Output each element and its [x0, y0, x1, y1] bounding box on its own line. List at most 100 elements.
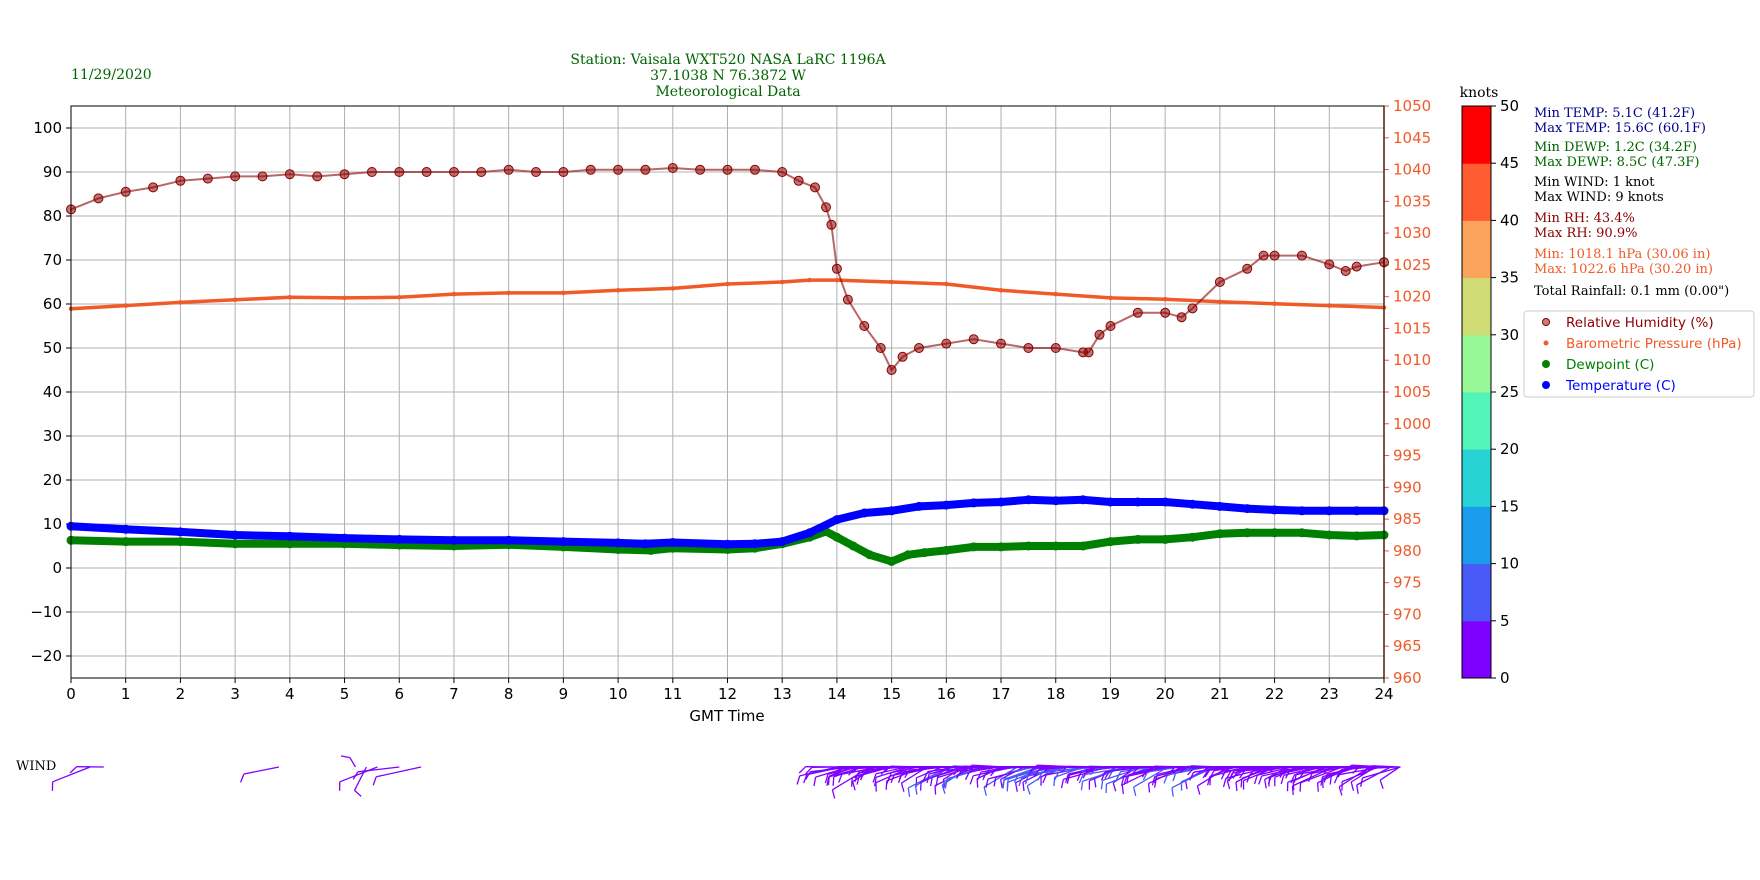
- data-point: [1351, 261, 1362, 272]
- data-point: [503, 164, 514, 175]
- data-point: [339, 169, 350, 180]
- data-point: [640, 164, 651, 175]
- wind-barb-flag: [1196, 785, 1201, 795]
- wind-barb-flag: [848, 768, 855, 776]
- wind-barb-flag: [854, 770, 861, 779]
- data-point: [1272, 301, 1277, 307]
- data-point: [148, 182, 159, 193]
- stat-line: Min RH: 43.4%: [1534, 211, 1635, 226]
- wind-barb-flag: [885, 775, 891, 785]
- wind-barb-flag: [880, 767, 888, 775]
- wind-barb-flag: [354, 789, 362, 797]
- y-right-tick-label: 1005: [1393, 383, 1431, 401]
- data-point: [1188, 532, 1197, 542]
- data-point: [1078, 495, 1088, 505]
- data-point: [504, 535, 514, 545]
- colorbar-tick-label: 35: [1500, 269, 1519, 287]
- data-point: [941, 545, 951, 555]
- data-point: [887, 556, 897, 566]
- x-tick-label: 17: [991, 685, 1010, 703]
- wind-barb-flag: [813, 776, 817, 787]
- data-point: [1324, 506, 1334, 516]
- wind-barb-flag: [907, 787, 911, 797]
- wind-barb-flag: [850, 777, 853, 787]
- y-left-tick-label: 100: [33, 119, 62, 137]
- data-point: [722, 164, 733, 175]
- wind-barb-flag: [1024, 775, 1029, 785]
- data-point: [531, 167, 541, 177]
- data-point: [312, 171, 323, 182]
- data-point: [613, 164, 624, 175]
- wind-barb-flag: [1232, 770, 1239, 779]
- y-right-tick-label: 1035: [1393, 192, 1431, 210]
- data-point: [120, 186, 131, 197]
- wind-barb: [1157, 766, 1190, 776]
- data-point: [848, 541, 858, 551]
- y-right-tick-label: 1050: [1393, 97, 1431, 115]
- wind-barb: [52, 766, 91, 783]
- data-point: [640, 539, 650, 549]
- stat-line: Min WIND: 1 knot: [1534, 175, 1655, 190]
- data-point: [421, 167, 432, 177]
- legend-marker: [1542, 381, 1550, 389]
- colorbar-segment: [1462, 163, 1491, 221]
- y-right-tick-label: 1030: [1393, 224, 1431, 242]
- data-point: [807, 277, 812, 283]
- data-point: [1160, 497, 1170, 507]
- wind-barb-flag: [914, 785, 918, 795]
- wind-barb-flag: [929, 777, 933, 787]
- stats-panel: Min TEMP: 5.1C (41.2F)Max TEMP: 15.6C (6…: [1534, 106, 1729, 299]
- data-point: [968, 334, 979, 345]
- data-point: [506, 290, 512, 296]
- data-point: [1133, 497, 1143, 507]
- wind-barb-flag: [372, 776, 377, 786]
- colorbar-segment: [1462, 277, 1491, 336]
- series-relative-humidity: [66, 163, 1389, 375]
- data-point: [920, 548, 929, 558]
- wind-barb-flag: [1189, 771, 1195, 781]
- wind-barb-flag: [805, 766, 813, 775]
- wind-barb-flag: [982, 770, 989, 779]
- data-point: [1296, 250, 1307, 261]
- data-point: [340, 533, 349, 543]
- y-right-tick-label: 970: [1393, 605, 1422, 623]
- wind-barb-flag: [1013, 774, 1019, 783]
- data-point: [1105, 321, 1116, 331]
- wind-barb-flag: [1209, 770, 1215, 779]
- y-right-tick-label: 985: [1393, 510, 1422, 528]
- wind-barb-flag: [856, 775, 860, 785]
- wind-barb-flag: [1253, 775, 1258, 785]
- stat-line: Max WIND: 9 knots: [1534, 190, 1664, 205]
- x-tick-label: 8: [504, 685, 514, 703]
- wind-barb-flag: [1337, 769, 1344, 778]
- wind-barb-flag: [919, 781, 922, 791]
- wind-barb-flag: [885, 780, 888, 790]
- legend-label: Dewpoint (C): [1566, 357, 1654, 373]
- wind-barb-flag: [1168, 766, 1176, 774]
- wind-barb-flag: [1235, 781, 1238, 792]
- colorbar-tick-label: 50: [1500, 97, 1519, 115]
- x-tick-label: 2: [176, 685, 186, 703]
- x-tick-label: 11: [663, 685, 682, 703]
- data-point: [561, 290, 566, 296]
- wind-barb-flag: [1001, 779, 1005, 789]
- wind-barb-flag: [936, 770, 943, 779]
- legend-marker: [1543, 340, 1549, 346]
- wind-barb-flag: [1333, 774, 1339, 784]
- wind-barb-flag: [803, 774, 808, 784]
- y-left-tick-label: 70: [43, 251, 62, 269]
- wind-barb-flag: [1267, 775, 1273, 785]
- wind-barb-flag: [1022, 782, 1025, 792]
- wind-barb-flag: [824, 774, 829, 784]
- data-point: [451, 291, 457, 297]
- station-subtitle: Meteorological Data: [655, 84, 800, 100]
- data-point: [821, 202, 831, 213]
- data-point: [1297, 528, 1307, 538]
- stat-line: Max RH: 90.9%: [1534, 226, 1637, 241]
- data-point: [121, 537, 131, 547]
- wind-barb: [1294, 766, 1340, 776]
- data-point: [903, 550, 913, 560]
- wind-barb-flag: [1171, 787, 1174, 797]
- data-point: [670, 286, 676, 291]
- x-tick-label: 16: [937, 685, 956, 703]
